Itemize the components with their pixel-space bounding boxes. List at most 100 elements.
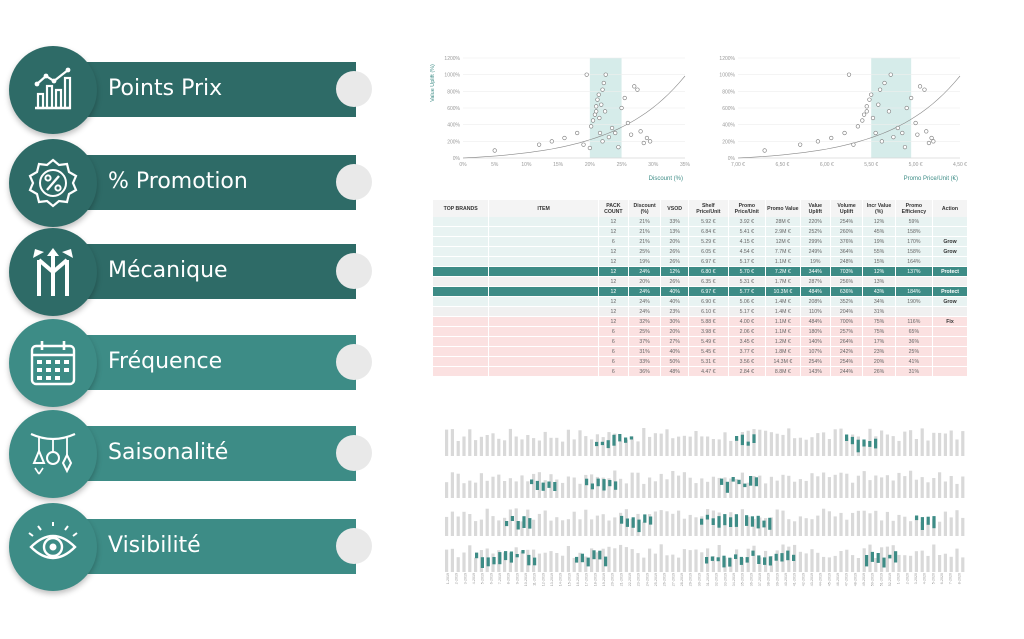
table-cell: 24% [628,306,662,317]
table-cell [488,316,599,327]
promo-bar [509,551,513,563]
table-cell: 40% [660,296,689,307]
column-header[interactable]: Action [932,200,968,217]
week-bar [520,521,524,536]
week-bar [584,556,588,572]
promo-bar [553,482,557,491]
column-header[interactable]: Promo Price/Unit [728,200,766,217]
table-cell: 256% [830,276,864,287]
week-label: 6-2019 [489,573,493,584]
week-bar [665,555,669,572]
week-bar [624,439,628,456]
week-bar [706,509,710,536]
table-row[interactable]: 6 36% 48% 4.47 €2.84 €8.8M €143% 244% 26% 31% [433,366,968,377]
week-bar [851,555,855,572]
table-cell: 19% [628,256,662,267]
week-label: 15-2019 [567,573,571,586]
x-tick-label: 5% [491,162,499,168]
week-bar [514,481,518,498]
table-row[interactable]: 12 19% 26% 6.97 €5.17 €1.1M €19% 248% 15% 164% [433,256,968,267]
week-bar [798,516,802,536]
table-row[interactable]: 6 21% 20% 5.29 €4.15 €12M €299% 376% 19% 170% G… [433,236,968,247]
table-row[interactable]: 6 31% 40% 5.45 €3.77 €1.8M €107% 242% 23% 25% [433,346,968,357]
table-cell [433,286,490,297]
table-row[interactable]: 12 24% 23% 6.10 €5.17 €1.4M €110% 204% 31% [433,306,968,317]
table-cell: 59% [895,217,934,227]
week-label: 3-2020 [914,573,918,584]
column-header[interactable]: VSOD [660,200,689,217]
promo-bar [845,434,849,441]
table-cell: 190% [895,296,934,307]
table-cell: 12 [598,246,629,257]
table-cell: 248% [830,256,864,267]
week-bar [503,440,507,456]
promo-bar [504,551,508,561]
category-badge [9,503,97,591]
action-cell [932,217,968,227]
column-header[interactable]: Promo Efficiency [895,200,934,217]
table-row[interactable]: 12 25% 26% 6.05 €4.54 €7.7M €249% 364% 55% 158… [433,246,968,257]
promo-bar [754,477,758,487]
scatter-point [929,135,934,141]
scatter-point [625,120,631,126]
column-header[interactable]: Shelf Price/Unit [688,200,729,217]
week-bar [729,440,733,456]
week-label: 11-2019 [533,573,537,586]
column-header[interactable]: Promo Value [765,200,801,217]
week-bar [897,440,901,456]
table-row[interactable]: 12 21% 33% 5.92 €3.92 €28M €220% 254% 12% 59% [433,217,968,227]
column-header[interactable]: Incr Value (%) [862,200,896,217]
table-cell [488,336,599,347]
table-cell: 143% [800,366,831,377]
table-cell: 13% [862,276,896,287]
week-bar [938,472,942,498]
column-header[interactable]: Discount (%) [628,200,662,217]
scatter-point [609,125,615,131]
brand-promo-table: TOP BRANDS ITEM PACK COUNT Discount (%) VSOD… [433,200,968,377]
column-header[interactable]: ITEM [488,200,599,217]
week-label: 30-2019 [697,573,701,586]
week-bar [653,433,657,456]
week-label: 3-2019 [463,573,467,584]
week-bar [810,519,814,536]
scatter-point [597,115,602,121]
table-cell [488,286,599,297]
week-bar [630,436,634,456]
week-bar [885,511,889,536]
promo-bar [876,553,880,563]
scatter-point [600,87,605,92]
promo-bar [533,557,537,566]
table-cell: 17% [862,336,896,347]
promo-bar [750,516,754,527]
week-bar [891,520,895,536]
week-label: 37-2019 [758,573,762,586]
week-bar [694,483,698,498]
x-tick-label: 7,00 € [731,162,745,168]
table-cell: 5.77 € [728,286,766,297]
promo-bar [745,557,749,563]
week-bar [891,480,895,498]
week-bar [590,519,594,536]
table-row[interactable]: 12 20% 26% 6.35 €5.31 €1.7M €287% 256% 13% [433,276,968,287]
table-row[interactable]: 6 25% 20% 3.98 €2.06 €1.1M €180% 257% 75% 65% [433,326,968,337]
scatter-point [798,142,803,147]
table-row[interactable]: 12 24% 12% 6.80 €5.70 €7.2M €344% 703% 12% 137… [433,266,968,277]
week-bar [955,510,959,536]
week-bar [804,518,808,536]
column-header[interactable]: Value Uplift [800,200,831,217]
table-cell: 33% [628,356,662,367]
week-bar [485,480,489,498]
table-row[interactable]: 12 24% 40% 6.90 €5.06 €1.4M €208% 352% 34% 190… [433,296,968,307]
table-row[interactable]: 12 21% 13% 6.84 €5.41 €2.9M €252% 260% 45% 158… [433,226,968,237]
week-label: 13-2019 [550,573,554,586]
table-row[interactable]: 6 33% 50% 5.31 €3.56 €14.3M €254% 254% 20% 41% [433,356,968,367]
promo-bar [624,437,628,443]
column-header[interactable]: PACK COUNT [598,200,629,217]
column-header[interactable]: TOP BRANDS [433,200,490,217]
table-row[interactable]: 12 24% 40% 6.97 €5.77 €10.3M €484% 636% 43% 18… [433,286,968,297]
column-header[interactable]: Volume Uplift [830,200,864,217]
table-row[interactable]: 12 32% 30% 5.88 €4.00 €1.1M €484% 700% 75% 116… [433,316,968,327]
scatter-point [895,125,900,131]
table-row[interactable]: 6 37% 27% 5.49 €3.45 €1.2M €140% 264% 17% 36% [433,336,968,347]
week-label: 35-2019 [741,573,745,586]
